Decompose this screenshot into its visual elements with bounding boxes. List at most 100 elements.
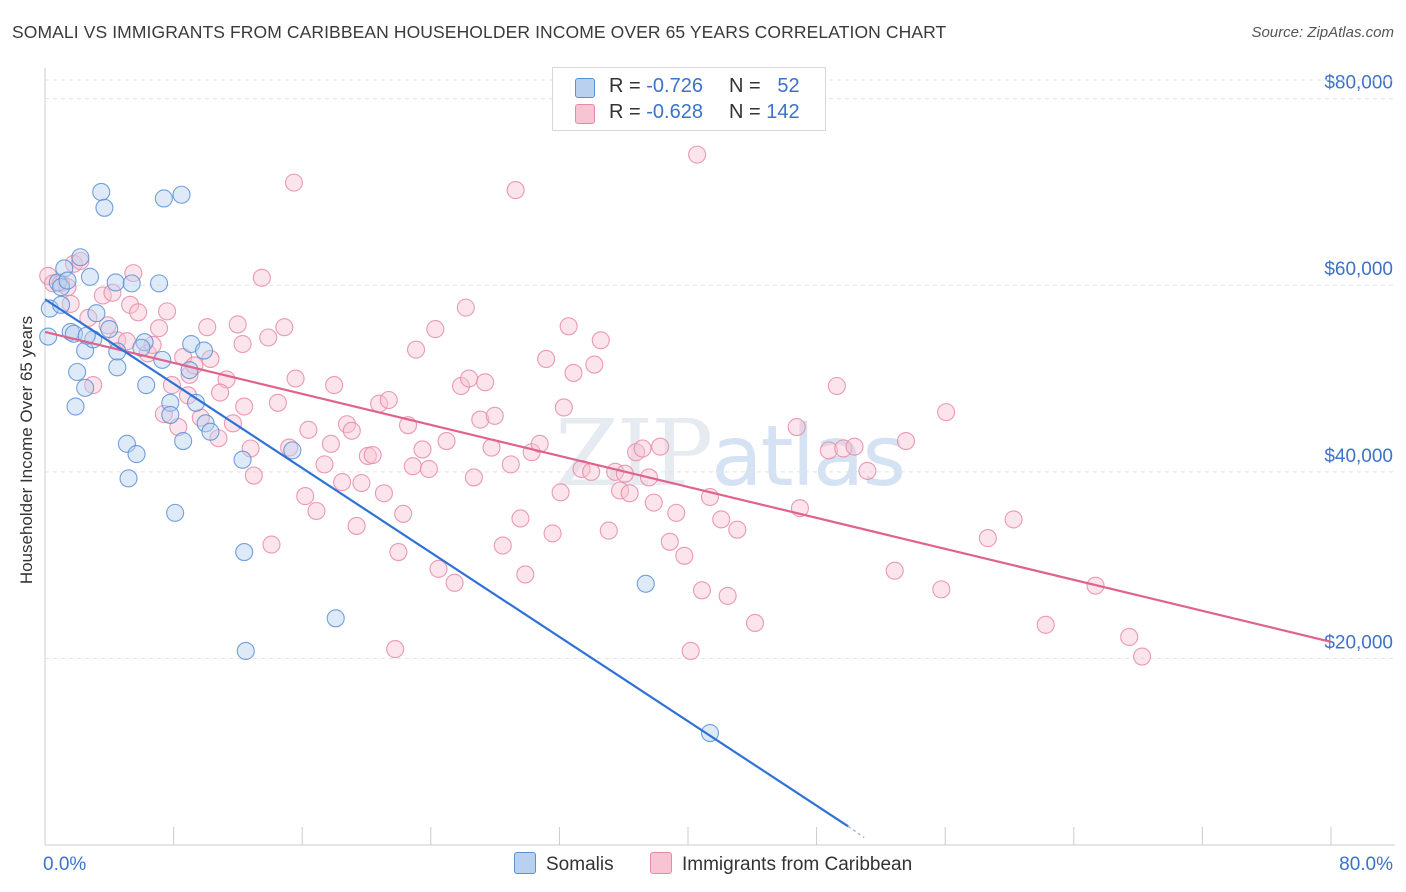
data-point bbox=[52, 278, 71, 297]
chart-title: SOMALI VS IMMIGRANTS FROM CARIBBEAN HOUS… bbox=[12, 22, 947, 42]
data-point bbox=[1004, 510, 1023, 529]
data-point bbox=[149, 274, 169, 293]
data-point bbox=[100, 320, 119, 339]
data-point bbox=[413, 440, 432, 459]
data-point bbox=[76, 378, 95, 397]
data-point bbox=[403, 457, 422, 476]
data-point bbox=[633, 439, 652, 458]
data-point bbox=[154, 404, 173, 424]
data-point bbox=[244, 466, 263, 485]
y-axis-title: Householder Income Over 65 years bbox=[17, 316, 36, 584]
data-point bbox=[692, 581, 712, 600]
legend-swatch-somalis bbox=[514, 852, 536, 874]
data-point bbox=[745, 613, 765, 633]
correlation-legend: R = -0.726 N = 52 R = -0.628 N = 142 bbox=[552, 67, 826, 131]
data-point bbox=[87, 304, 106, 323]
data-point bbox=[39, 327, 58, 346]
data-point bbox=[284, 173, 304, 192]
data-point bbox=[352, 473, 371, 493]
data-point bbox=[386, 640, 405, 659]
data-point bbox=[681, 641, 700, 661]
data-point bbox=[137, 376, 156, 395]
data-point bbox=[537, 349, 556, 368]
data-point bbox=[296, 487, 315, 506]
data-point bbox=[559, 317, 578, 336]
data-point bbox=[363, 445, 382, 465]
data-point bbox=[1120, 627, 1139, 647]
data-point bbox=[445, 573, 464, 592]
legend-r: R = -0.726 bbox=[609, 75, 703, 97]
data-point bbox=[585, 355, 604, 374]
data-point bbox=[885, 561, 904, 580]
data-point bbox=[937, 403, 956, 422]
data-point bbox=[718, 586, 737, 605]
data-point bbox=[429, 559, 448, 578]
data-point bbox=[476, 373, 495, 392]
y-tick-label: $80,000 bbox=[1324, 73, 1393, 94]
data-point bbox=[252, 268, 271, 287]
data-point bbox=[66, 397, 85, 416]
data-point bbox=[280, 438, 299, 457]
data-point bbox=[61, 294, 80, 313]
data-point bbox=[158, 302, 177, 321]
data-point bbox=[172, 185, 191, 204]
data-point bbox=[119, 469, 138, 488]
data-point bbox=[235, 397, 254, 416]
data-point bbox=[315, 455, 334, 474]
data-point bbox=[149, 319, 169, 338]
data-point bbox=[196, 414, 215, 433]
data-point bbox=[103, 283, 122, 302]
data-point bbox=[845, 437, 864, 456]
data-point bbox=[236, 641, 255, 661]
data-point bbox=[122, 274, 141, 293]
y-tick-label: $40,000 bbox=[1324, 446, 1393, 467]
legend-n: N = 52 bbox=[729, 75, 800, 97]
data-point bbox=[342, 421, 361, 440]
data-point bbox=[58, 271, 77, 290]
data-point bbox=[543, 524, 562, 543]
legend-label: Immigrants from Caribbean bbox=[682, 854, 913, 875]
data-point bbox=[554, 398, 573, 417]
legend-r: R = -0.628 bbox=[609, 101, 703, 123]
data-point bbox=[194, 341, 214, 360]
data-point bbox=[95, 198, 114, 217]
data-point bbox=[591, 331, 610, 350]
data-point bbox=[599, 521, 618, 540]
data-point bbox=[426, 320, 445, 339]
legend-swatch-somalis bbox=[575, 78, 595, 98]
data-point bbox=[325, 376, 344, 395]
data-point bbox=[688, 145, 707, 164]
data-point bbox=[268, 393, 287, 412]
bottom-legend-caribbean: Immigrants from Caribbean bbox=[650, 852, 912, 876]
data-point bbox=[896, 431, 916, 451]
data-point bbox=[728, 520, 747, 539]
data-point bbox=[819, 441, 838, 460]
data-point bbox=[135, 333, 154, 352]
data-point bbox=[459, 369, 479, 388]
data-point bbox=[651, 437, 670, 456]
y-tick-label: $60,000 bbox=[1324, 259, 1393, 280]
data-point bbox=[211, 383, 230, 402]
trendline-somalis bbox=[44, 298, 849, 828]
data-point bbox=[68, 362, 87, 382]
data-point bbox=[530, 434, 549, 453]
legend-row-somalis: R = -0.726 N = 52 bbox=[553, 74, 825, 100]
y-tick-label: $20,000 bbox=[1324, 632, 1393, 653]
x-tick-label: 80.0% bbox=[1339, 854, 1393, 875]
data-point bbox=[127, 445, 146, 464]
data-point bbox=[485, 406, 504, 425]
data-point bbox=[932, 580, 951, 599]
legend-swatch-caribbean bbox=[575, 104, 595, 124]
data-point bbox=[516, 565, 535, 584]
data-point bbox=[228, 315, 247, 334]
data-point bbox=[858, 461, 877, 480]
data-point bbox=[108, 358, 127, 377]
legend-n: N = 142 bbox=[729, 101, 800, 123]
data-point bbox=[235, 543, 254, 562]
data-point bbox=[1133, 647, 1152, 666]
data-point bbox=[675, 546, 694, 565]
data-point bbox=[129, 303, 148, 322]
data-point bbox=[286, 369, 305, 388]
data-point bbox=[636, 574, 655, 593]
data-point bbox=[166, 503, 185, 522]
